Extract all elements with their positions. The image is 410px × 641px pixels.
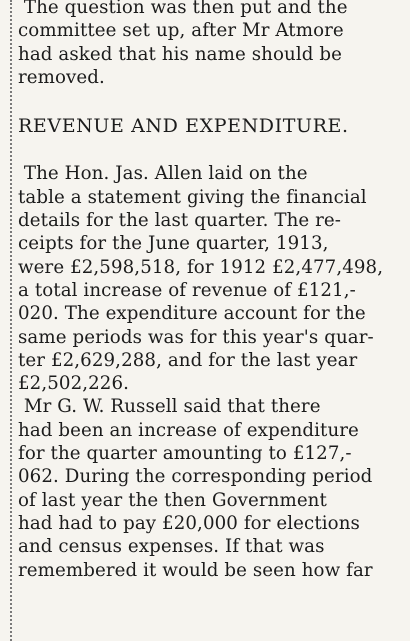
text-line: The Hon. Jas. Allen laid on the (18, 163, 308, 185)
text-line: for the quarter amounting to £127,- (18, 443, 352, 465)
text-line: 020. The expenditure account for the (18, 303, 366, 325)
text-line: of last year the then Government (18, 489, 327, 511)
text-line: £2,502,226. (18, 373, 130, 395)
text-line: had been an increase of expenditure (18, 419, 359, 441)
text-line: removed. (18, 66, 105, 88)
section-heading: REVENUE AND EXPENDITURE. (18, 115, 349, 138)
text-line: a total increase of revenue of £121,- (18, 279, 356, 301)
intro-paragraph: The question was then put and the commit… (18, 0, 410, 89)
text-line: remembered it would be seen how far (18, 559, 373, 581)
text-line: committee set up, after Mr Atmore (18, 20, 344, 42)
russell-paragraph: Mr G. W. Russell said that there had bee… (18, 395, 410, 581)
text-line: 062. During the corresponding period (18, 466, 373, 488)
text-line: ter £2,629,288, and for the last year (18, 349, 358, 371)
article-column: The question was then put and the commit… (18, 0, 410, 582)
text-line: table a statement giving the financial (18, 186, 367, 208)
revenue-paragraph: The Hon. Jas. Allen laid on the table a … (18, 162, 410, 395)
text-line: had asked that his name should be (18, 43, 342, 65)
text-line: same periods was for this year's quar- (18, 326, 374, 348)
text-line: were £2,598,518, for 1912 £2,477,498, (18, 256, 384, 278)
text-line: ceipts for the June quarter, 1913, (18, 233, 329, 255)
column-rule (10, 0, 12, 641)
text-line: The question was then put and the (18, 0, 348, 18)
text-line: had had to pay £20,000 for elections (18, 512, 360, 534)
text-line: and census expenses. If that was (18, 536, 325, 558)
text-line: details for the last quarter. The re- (18, 210, 342, 232)
text-line: Mr G. W. Russell said that there (18, 396, 321, 418)
